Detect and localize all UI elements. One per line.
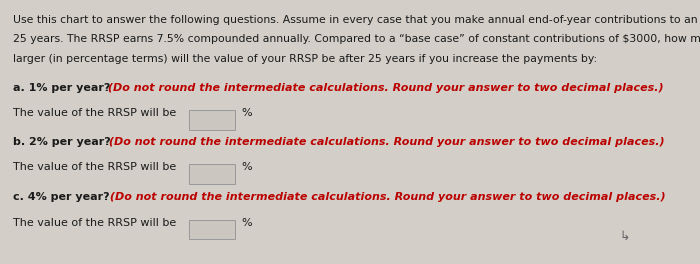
Text: (Do not round the intermediate calculations. Round your answer to two decimal pl: (Do not round the intermediate calculati…: [106, 192, 666, 202]
Text: b. 2% per year?: b. 2% per year?: [13, 137, 111, 147]
Text: ↳: ↳: [620, 230, 630, 243]
Text: The value of the RRSP will be: The value of the RRSP will be: [13, 218, 176, 228]
Text: Use this chart to answer the following questions. Assume in every case that you : Use this chart to answer the following q…: [13, 15, 700, 25]
Text: 25 years. The RRSP earns 7.5% compounded annually. Compared to a “base case” of : 25 years. The RRSP earns 7.5% compounded…: [13, 34, 700, 44]
Text: The value of the RRSP will be: The value of the RRSP will be: [13, 162, 176, 172]
Text: a. 1% per year?: a. 1% per year?: [13, 83, 110, 93]
Text: The value of the RRSP will be: The value of the RRSP will be: [13, 108, 176, 118]
Text: %: %: [241, 162, 252, 172]
Text: (Do not round the intermediate calculations. Round your answer to two decimal pl: (Do not round the intermediate calculati…: [104, 83, 663, 93]
Text: c. 4% per year?: c. 4% per year?: [13, 192, 109, 202]
Text: %: %: [241, 108, 252, 118]
Text: (Do not round the intermediate calculations. Round your answer to two decimal pl: (Do not round the intermediate calculati…: [105, 137, 664, 147]
Text: larger (in percentage terms) will the value of your RRSP be after 25 years if yo: larger (in percentage terms) will the va…: [13, 54, 596, 64]
Text: %: %: [241, 218, 252, 228]
